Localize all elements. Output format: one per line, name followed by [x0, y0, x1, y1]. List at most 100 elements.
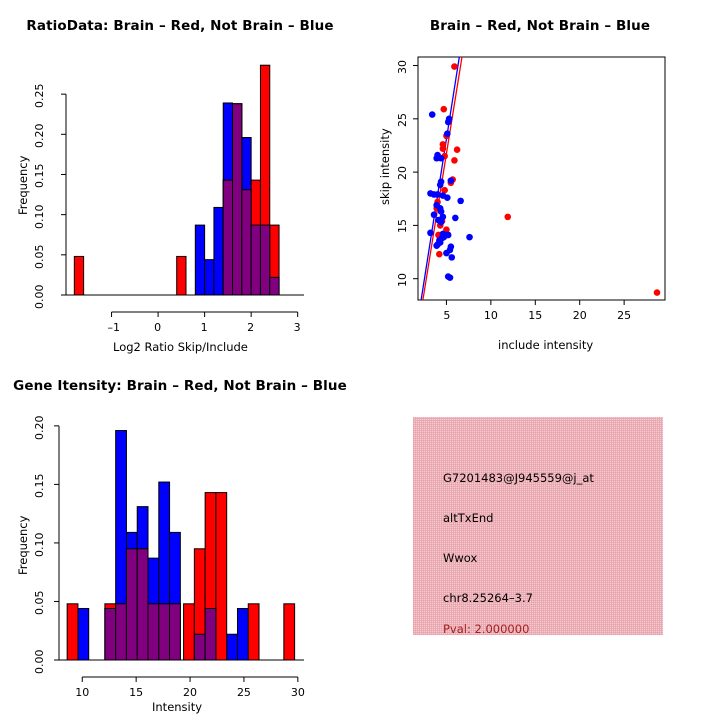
scatter-title: Brain – Red, Not Brain – Blue [429, 18, 651, 34]
panel-probe-info: G7201483@J945559@j_at altTxEnd Wwox chr8… [360, 360, 720, 720]
scatter-point [653, 289, 661, 296]
x-tick-label: 10 [483, 309, 498, 322]
x-tick-label: 15 [129, 686, 144, 699]
histogram-bar [259, 224, 271, 296]
histogram-bar [183, 603, 195, 661]
ratio-histogram-plot [61, 64, 304, 317]
histogram-bar [241, 189, 252, 296]
y-tick-label: 0.10 [33, 204, 46, 229]
probe-id-text: G7201483@J945559@j_at [443, 471, 594, 485]
scatter-point [436, 181, 444, 189]
histogram-bar [77, 607, 90, 661]
histogram-bar [250, 224, 261, 296]
x-tick-label: 30 [290, 686, 305, 699]
y-tick-label: 0.20 [33, 123, 46, 149]
panel-ratio-histogram: RatioData: Brain – Red, Not Brain – Blue… [0, 0, 360, 360]
gene-histogram-ylabel: Frequency [16, 515, 30, 575]
scatter-point [441, 186, 448, 194]
scatter-point [437, 154, 445, 162]
histogram-bar [204, 259, 215, 296]
x-tick-label: 20 [183, 686, 198, 699]
ratio-histogram-title: RatioData: Brain – Red, Not Brain – Blue [26, 18, 334, 34]
histogram-bar [104, 607, 117, 661]
histogram-bar [269, 276, 280, 296]
plot-frame [417, 56, 666, 301]
scatter-point [430, 211, 438, 219]
scatter-point [437, 218, 445, 226]
scatter-point [451, 63, 458, 70]
y-tick-label: 0.15 [33, 163, 46, 189]
scatter-ylabel: skip intensity [378, 128, 392, 205]
gene-histogram-title: Gene Itensity: Brain – Red, Not Brain – … [13, 378, 347, 394]
scatter-point [451, 157, 458, 164]
scatter-point [440, 105, 448, 113]
histogram-bar [66, 603, 79, 661]
y-tick-label: 0.00 [33, 284, 46, 310]
histogram-bar [147, 603, 160, 661]
histogram-bar [283, 603, 296, 661]
histogram-bar [73, 255, 85, 296]
histogram-bar [232, 103, 243, 296]
y-tick-label: 0.05 [33, 244, 46, 269]
scatter-point [444, 130, 451, 138]
gene-name-text: Wwox [443, 551, 478, 565]
histogram-bar [213, 206, 224, 296]
x-tick-label: 10 [75, 686, 90, 699]
x-tick-label: –1 [107, 321, 121, 334]
scatter-point [436, 250, 443, 258]
histogram-bar [194, 224, 206, 296]
scatter-point [443, 249, 450, 257]
y-tick-label: 30 [396, 59, 409, 74]
histogram-bar [222, 179, 234, 296]
scatter-point [444, 194, 451, 201]
y-tick-label: 25 [396, 112, 409, 127]
y-tick-label: 0.05 [33, 590, 46, 616]
scatter-point [447, 177, 455, 184]
regression-line [422, 57, 463, 300]
y-tick-label: 20 [396, 166, 409, 181]
scatter-plot [413, 56, 666, 305]
y-tick-label: 15 [396, 219, 409, 234]
y-tick-label: 0.20 [33, 415, 46, 440]
scatter-point [448, 254, 456, 261]
histogram-bar [204, 607, 217, 661]
scatter-point [427, 229, 434, 237]
histogram-bar [136, 548, 149, 661]
regression-line [420, 57, 460, 300]
locus-text: chr8.25264–3.7 [443, 591, 533, 605]
panel-intensity-scatter: Brain – Red, Not Brain – Blue skip inten… [360, 0, 720, 360]
y-tick-label: 0.15 [33, 473, 46, 499]
scatter-point [466, 233, 473, 241]
histogram-bar [176, 255, 187, 296]
histogram-bar [169, 603, 181, 661]
scatter-point [434, 191, 441, 198]
event-type-text: altTxEnd [443, 511, 494, 525]
histogram-bar [236, 607, 249, 661]
scatter-point [428, 111, 436, 118]
gene-histogram-plot [54, 425, 304, 682]
histogram-bar [247, 603, 260, 661]
histogram-bar [226, 633, 238, 661]
histogram-bar [115, 603, 127, 661]
y-tick-label: 0.25 [33, 83, 46, 109]
scatter-point [457, 197, 464, 205]
x-tick-label: 5 [443, 309, 451, 322]
scatter-point [437, 208, 445, 215]
ratio-histogram-xlabel: Log2 Ratio Skip/Include [113, 340, 248, 354]
y-tick-label: 0.00 [33, 649, 46, 675]
histogram-bar [125, 548, 138, 661]
scatter-point [433, 242, 440, 249]
scatter-xlabel: include intensity [498, 338, 594, 352]
scatter-point [504, 213, 512, 221]
x-tick-label: 15 [528, 309, 543, 322]
gene-histogram-xlabel: Intensity [152, 700, 203, 714]
x-tick-label: 0 [154, 321, 162, 334]
scatter-point [439, 145, 447, 152]
scatter-point [453, 146, 461, 154]
pval-text: Pval: 2.000000 [443, 622, 530, 636]
y-tick-label: 10 [396, 272, 409, 287]
x-tick-label: 20 [572, 309, 587, 322]
probe-info-box: G7201483@J945559@j_at altTxEnd Wwox chr8… [413, 417, 663, 636]
x-tick-label: 2 [247, 321, 255, 334]
